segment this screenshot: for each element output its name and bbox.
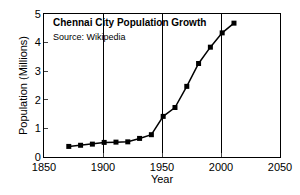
svg-text:4: 4 (35, 36, 41, 48)
svg-text:Year: Year (151, 173, 174, 185)
svg-text:Source: Wikipedia: Source: Wikipedia (53, 32, 126, 42)
svg-text:2: 2 (35, 94, 41, 106)
svg-text:0: 0 (35, 151, 41, 163)
svg-text:1950: 1950 (150, 161, 174, 173)
svg-text:3: 3 (35, 65, 41, 77)
svg-text:2050: 2050 (268, 161, 292, 173)
svg-text:5: 5 (35, 8, 41, 20)
svg-text:Population (Millions): Population (Millions) (17, 36, 29, 135)
svg-text:1: 1 (35, 122, 41, 134)
svg-text:1850: 1850 (32, 161, 56, 173)
svg-text:Chennai City Population Growth: Chennai City Population Growth (53, 17, 206, 28)
svg-text:1900: 1900 (91, 161, 115, 173)
svg-text:2000: 2000 (209, 161, 233, 173)
